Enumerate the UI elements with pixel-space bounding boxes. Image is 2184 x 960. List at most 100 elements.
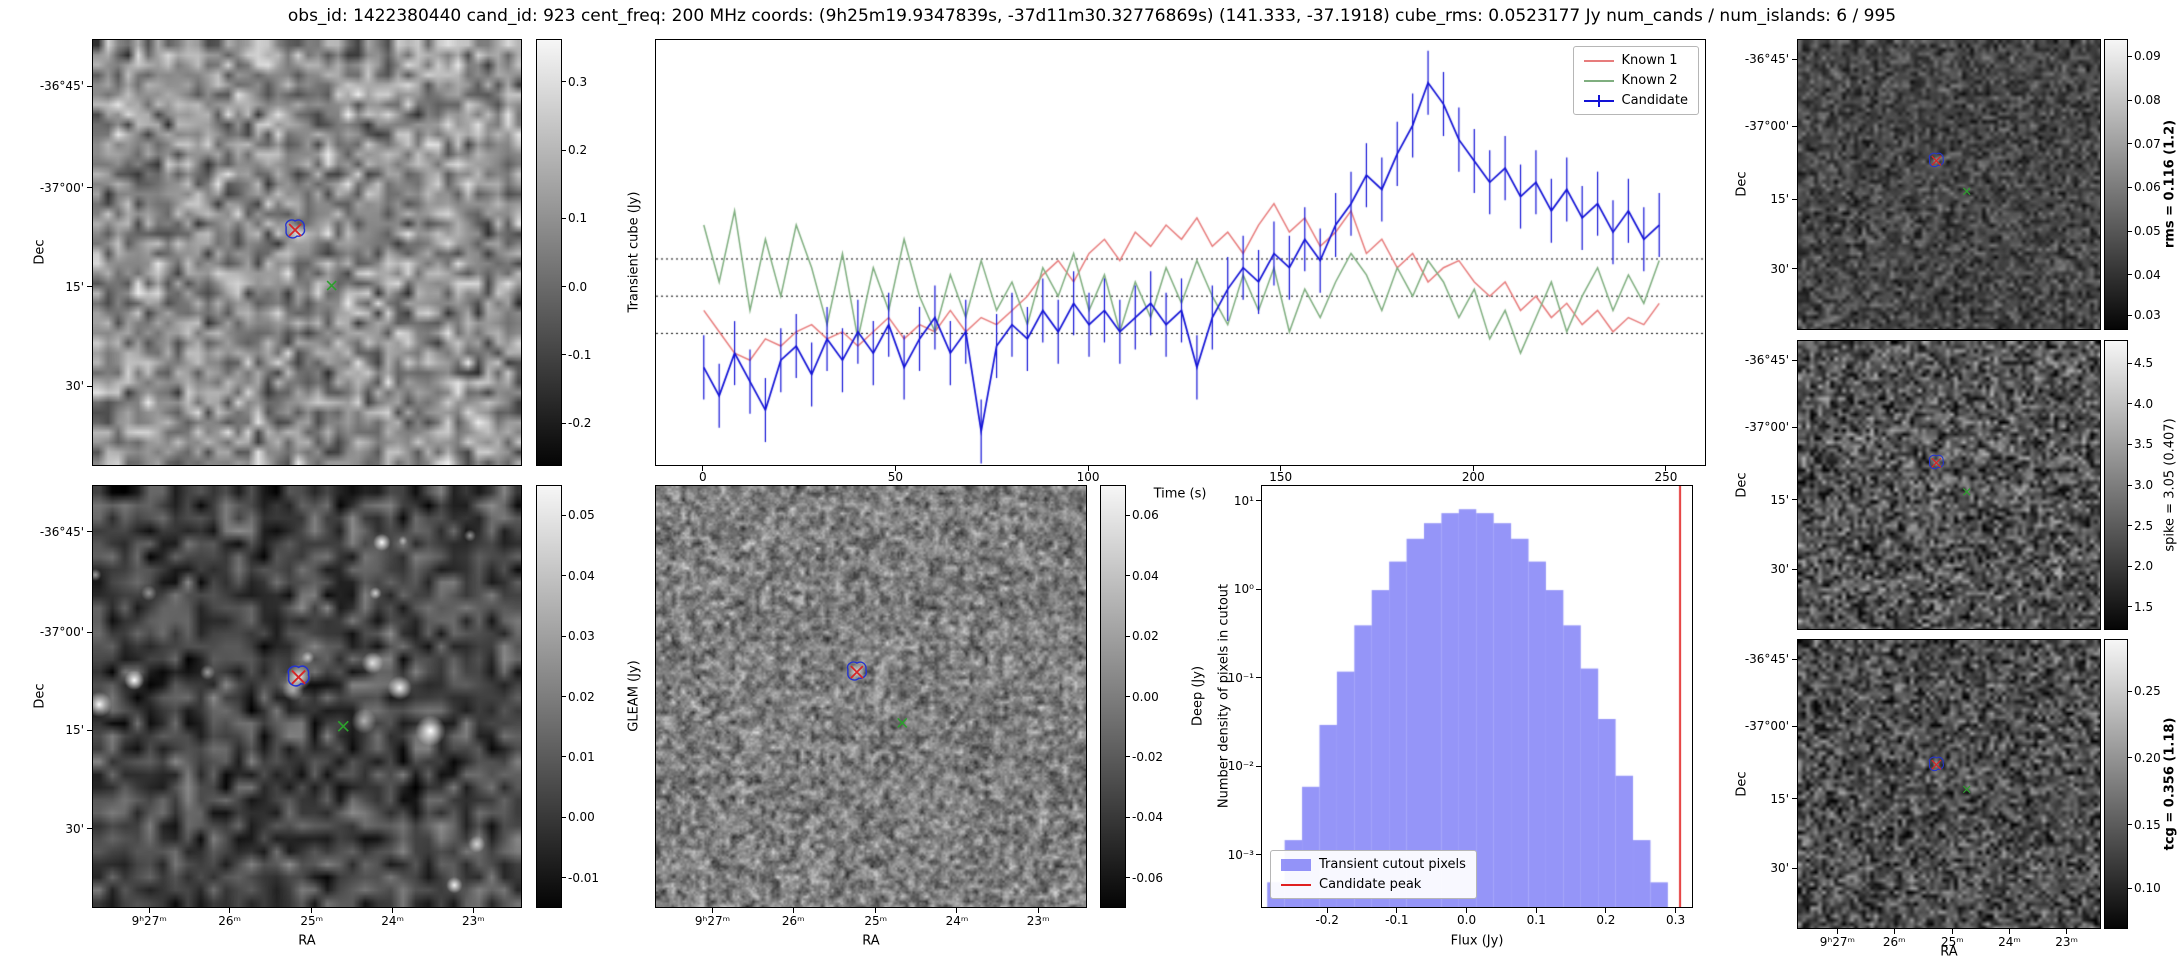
rms-colorbar-tickmark bbox=[2128, 143, 2132, 145]
candidate-x-marker bbox=[291, 669, 306, 685]
island-contour bbox=[1928, 454, 1944, 470]
rms-colorbar-tick-label: 0.09 bbox=[2134, 49, 2161, 64]
histogram-y-tick-label: 10⁻¹ bbox=[1227, 670, 1254, 685]
candidate-x-marker bbox=[1931, 155, 1942, 166]
spike-colorbar-tickmark bbox=[2128, 525, 2132, 527]
deep-ra-tickmark bbox=[711, 908, 713, 913]
gleam-colorbar-tick-label: -0.01 bbox=[568, 870, 600, 885]
gleam-ra-tickmark bbox=[148, 908, 150, 913]
tcg-colorbar-tickmark bbox=[2128, 824, 2132, 826]
gleam-ra-tick-label: 25ᵐ bbox=[300, 914, 324, 928]
deep-colorbar-tick-label: 0.04 bbox=[1132, 568, 1159, 583]
tcg-colorbar-tick-label: 0.10 bbox=[2134, 881, 2161, 896]
spike-colorbar-tick-label: 3.0 bbox=[2134, 478, 2154, 492]
gleam-colorbar-label: GLEAM (Jy) bbox=[626, 660, 642, 732]
transient-dec-tick-label: 30' bbox=[65, 379, 84, 394]
histogram-y-tickmark bbox=[1256, 765, 1261, 767]
deep-image bbox=[656, 486, 1086, 907]
tcg-colorbar-tickmark bbox=[2128, 887, 2132, 889]
gleam-ra-tick-label: 9ʰ27ᵐ bbox=[131, 914, 167, 928]
lightcurve-x-tickmark bbox=[894, 466, 896, 471]
gleam-ra-tick-label: 24ᵐ bbox=[381, 914, 404, 928]
rms-colorbar-tick-label: 0.06 bbox=[2134, 180, 2161, 195]
deep-colorbar-tick-label: -0.06 bbox=[1132, 870, 1164, 885]
spike-colorbar-tick-label: 3.5 bbox=[2134, 437, 2154, 452]
rms-colorbar-tick-label: 0.04 bbox=[2134, 267, 2161, 282]
lightcurve-x-tick-label: 200 bbox=[1461, 470, 1485, 484]
rms-markers-overlay bbox=[1928, 152, 1971, 196]
rms-colorbar-tickmark bbox=[2128, 99, 2132, 101]
lightcurve-x-tick-label: 250 bbox=[1654, 470, 1678, 484]
rms-dec-tick-label: -36°45' bbox=[1744, 52, 1789, 67]
histogram-x-tick-label: -0.1 bbox=[1385, 913, 1409, 927]
spike-ylabel: Dec bbox=[1734, 472, 1750, 498]
legend-label: Candidate bbox=[1621, 93, 1688, 108]
rms-dec-tick-label: 15' bbox=[1770, 192, 1789, 207]
histogram-legend: Transient cutout pixels Candidate peak bbox=[1270, 850, 1477, 899]
transient-colorbar bbox=[536, 39, 562, 466]
histogram-ylabel: Number density of pixels in cutout bbox=[1216, 583, 1232, 809]
gleam-colorbar-tickmark bbox=[562, 514, 566, 516]
legend-swatch bbox=[1583, 55, 1614, 67]
tcg-ra-tick-label: 26ᵐ bbox=[1882, 935, 1906, 949]
spike-colorbar-tickmark bbox=[2128, 484, 2132, 486]
gleam-xlabel: RA bbox=[298, 933, 316, 949]
gleam-dec-tickmark bbox=[87, 729, 92, 731]
gleam-ra-tickmark bbox=[229, 908, 231, 913]
deep-ra-tickmark bbox=[956, 908, 958, 913]
gleam-ra-tickmark bbox=[311, 908, 313, 913]
lightcurve-x-tickmark bbox=[702, 466, 704, 471]
histogram-x-tickmark bbox=[1396, 908, 1398, 913]
deep-cutout-panel bbox=[655, 485, 1087, 908]
legend-item-known-2: Known 2 bbox=[1583, 73, 1688, 88]
tcg-dec-tick-label: -36°45' bbox=[1744, 652, 1789, 667]
gleam-colorbar-tick-label: 0.05 bbox=[568, 508, 595, 523]
legend-swatch bbox=[1281, 879, 1311, 891]
deep-xlabel: RA bbox=[862, 933, 880, 949]
transient-colorbar-tick-label: -0.2 bbox=[568, 416, 592, 431]
gleam-colorbar-tick-label: 0.03 bbox=[568, 629, 595, 643]
lightcurve-x-tickmark bbox=[1665, 466, 1667, 471]
transient-colorbar-tick-label: 0.3 bbox=[568, 74, 588, 89]
transient-colorbar-tick-label: 0.1 bbox=[568, 211, 588, 226]
transient-dec-tick-label: 15' bbox=[65, 279, 84, 294]
legend-label: Candidate peak bbox=[1319, 877, 1422, 892]
transient-markers-overlay bbox=[285, 219, 337, 291]
rms-dec-tickmark bbox=[1792, 58, 1797, 60]
spike-map-panel bbox=[1797, 340, 2101, 630]
rms-map-panel bbox=[1797, 39, 2101, 330]
histogram-y-tickmark bbox=[1256, 588, 1261, 590]
known-source-x-marker bbox=[1962, 785, 1971, 794]
spike-colorbar-tickmark bbox=[2128, 606, 2132, 608]
gleam-ra-tickmark bbox=[392, 908, 394, 913]
gleam-dec-tick-label: -36°45' bbox=[39, 524, 84, 539]
rms-dec-tickmark bbox=[1792, 125, 1797, 127]
deep-colorbar-tickmark bbox=[1126, 816, 1130, 818]
rms-map-image bbox=[1798, 40, 2100, 329]
transient-colorbar-tick-label: 0.0 bbox=[568, 279, 588, 294]
transient-colorbar-tick-label: -0.1 bbox=[568, 347, 592, 362]
gleam-image bbox=[93, 486, 521, 907]
gleam-dec-tickmark bbox=[87, 531, 92, 533]
transient-cube-cutout-panel bbox=[92, 39, 522, 466]
gleam-colorbar-tickmark bbox=[562, 635, 566, 637]
histogram-y-tick-label: 10⁻² bbox=[1227, 759, 1254, 774]
lightcurve-x-tick-label: 150 bbox=[1269, 470, 1293, 484]
lightcurve-panel: Known 1 Known 2 Candidate bbox=[655, 39, 1706, 466]
known-source-x-marker bbox=[1962, 488, 1971, 496]
transient-dec-tickmark bbox=[87, 286, 92, 288]
histogram-x-tick-label: 0.3 bbox=[1666, 913, 1686, 927]
known-source-x-marker bbox=[326, 280, 337, 291]
island-contour bbox=[1928, 756, 1944, 772]
gleam-colorbar bbox=[536, 485, 562, 908]
lightcurve-x-tick-label: 100 bbox=[1076, 470, 1100, 484]
tcg-ra-tick-label: 9ʰ27ᵐ bbox=[1819, 935, 1856, 949]
tcg-xlabel: RA bbox=[1940, 944, 1958, 960]
legend-swatch bbox=[1281, 858, 1311, 871]
gleam-ra-tickmark bbox=[472, 908, 474, 913]
legend-item-transient-cutout-pixels: Transient cutout pixels bbox=[1281, 857, 1466, 872]
tcg-ra-tickmark bbox=[2008, 929, 2010, 934]
transient-colorbar-tickmark bbox=[562, 81, 566, 83]
spike-colorbar-tick-label: 2.0 bbox=[2134, 559, 2154, 574]
